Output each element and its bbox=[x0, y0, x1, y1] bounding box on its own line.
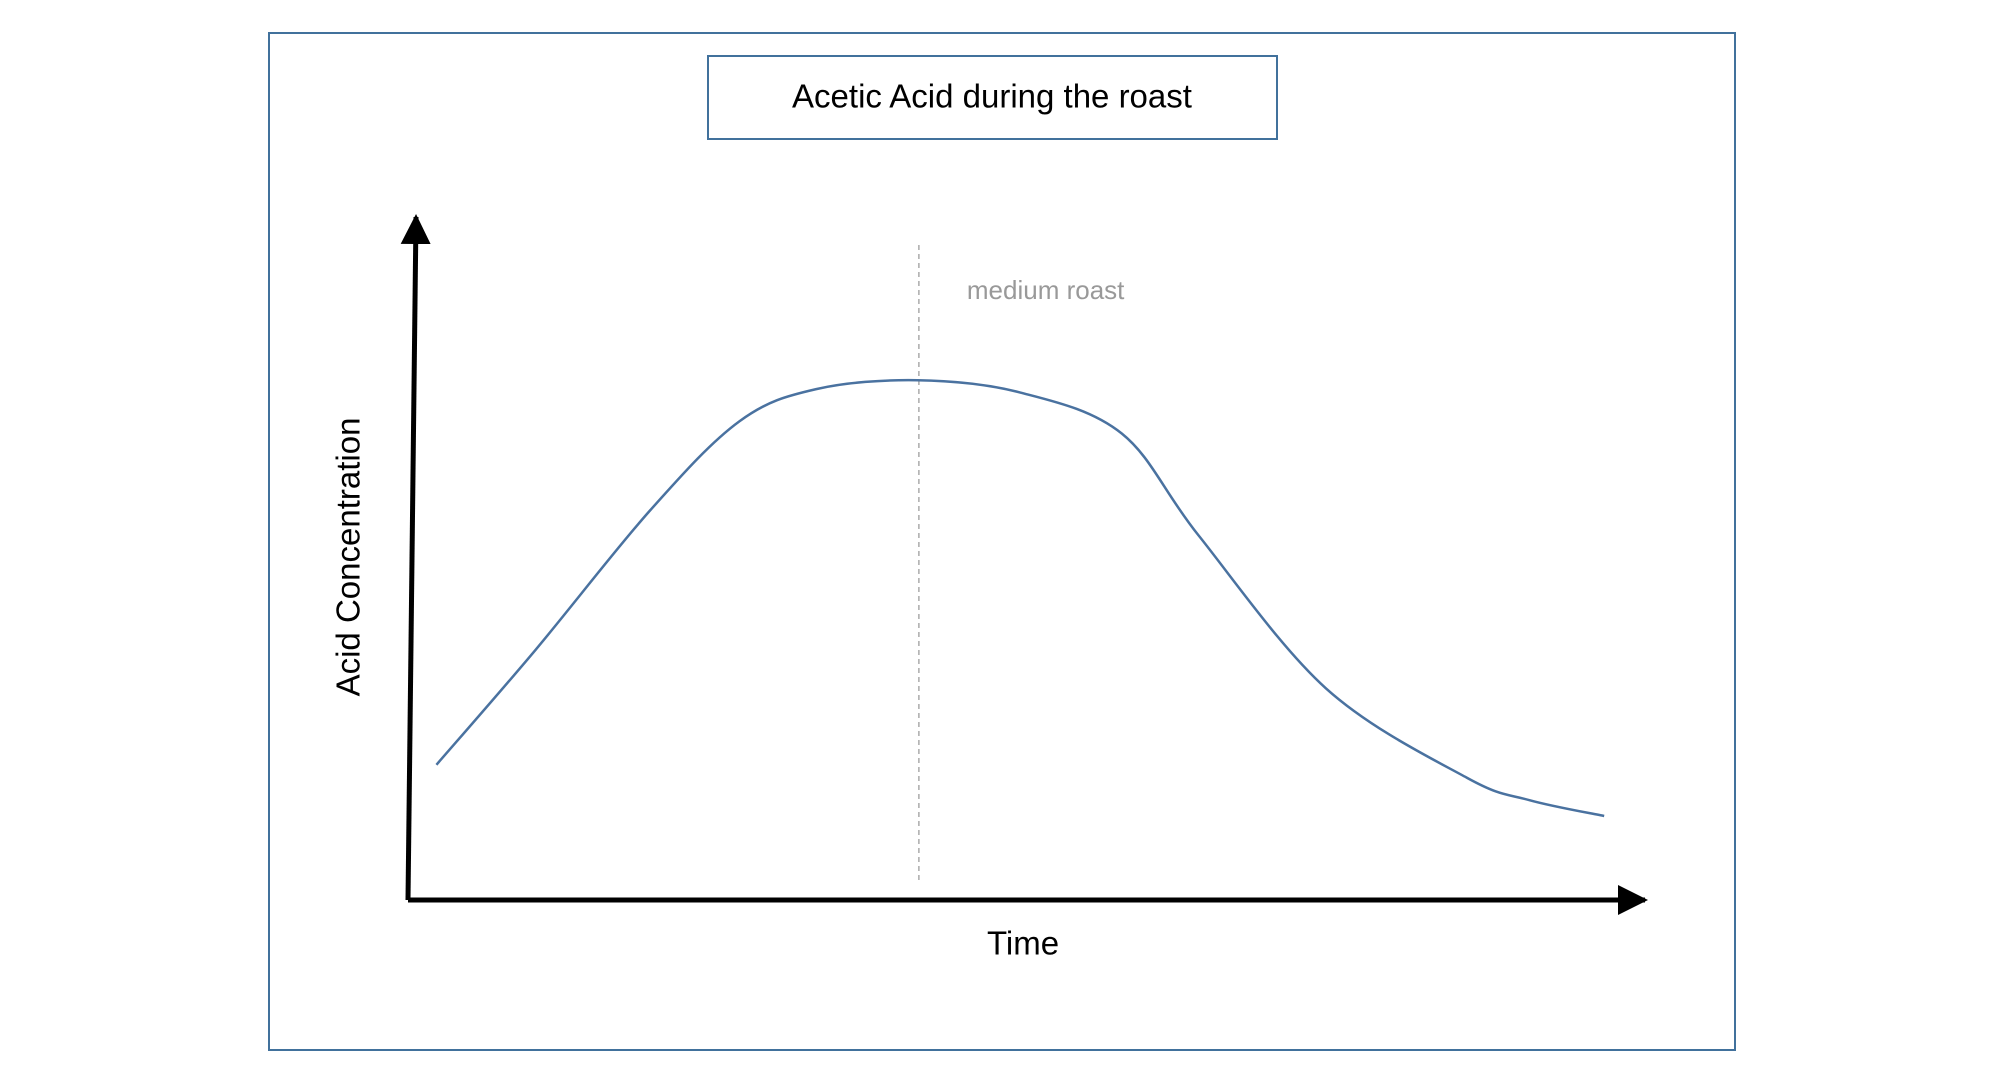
annotation-label: medium roast bbox=[967, 275, 1125, 305]
y-axis-label: Acid Concentration bbox=[330, 418, 367, 697]
chart-frame bbox=[268, 32, 1736, 1051]
y-axis bbox=[400, 214, 431, 901]
x-axis-label: Time bbox=[987, 925, 1059, 962]
data-line bbox=[435, 378, 1605, 818]
chart-title: Acetic Acid during the roast bbox=[792, 78, 1192, 115]
title-box bbox=[707, 55, 1278, 140]
